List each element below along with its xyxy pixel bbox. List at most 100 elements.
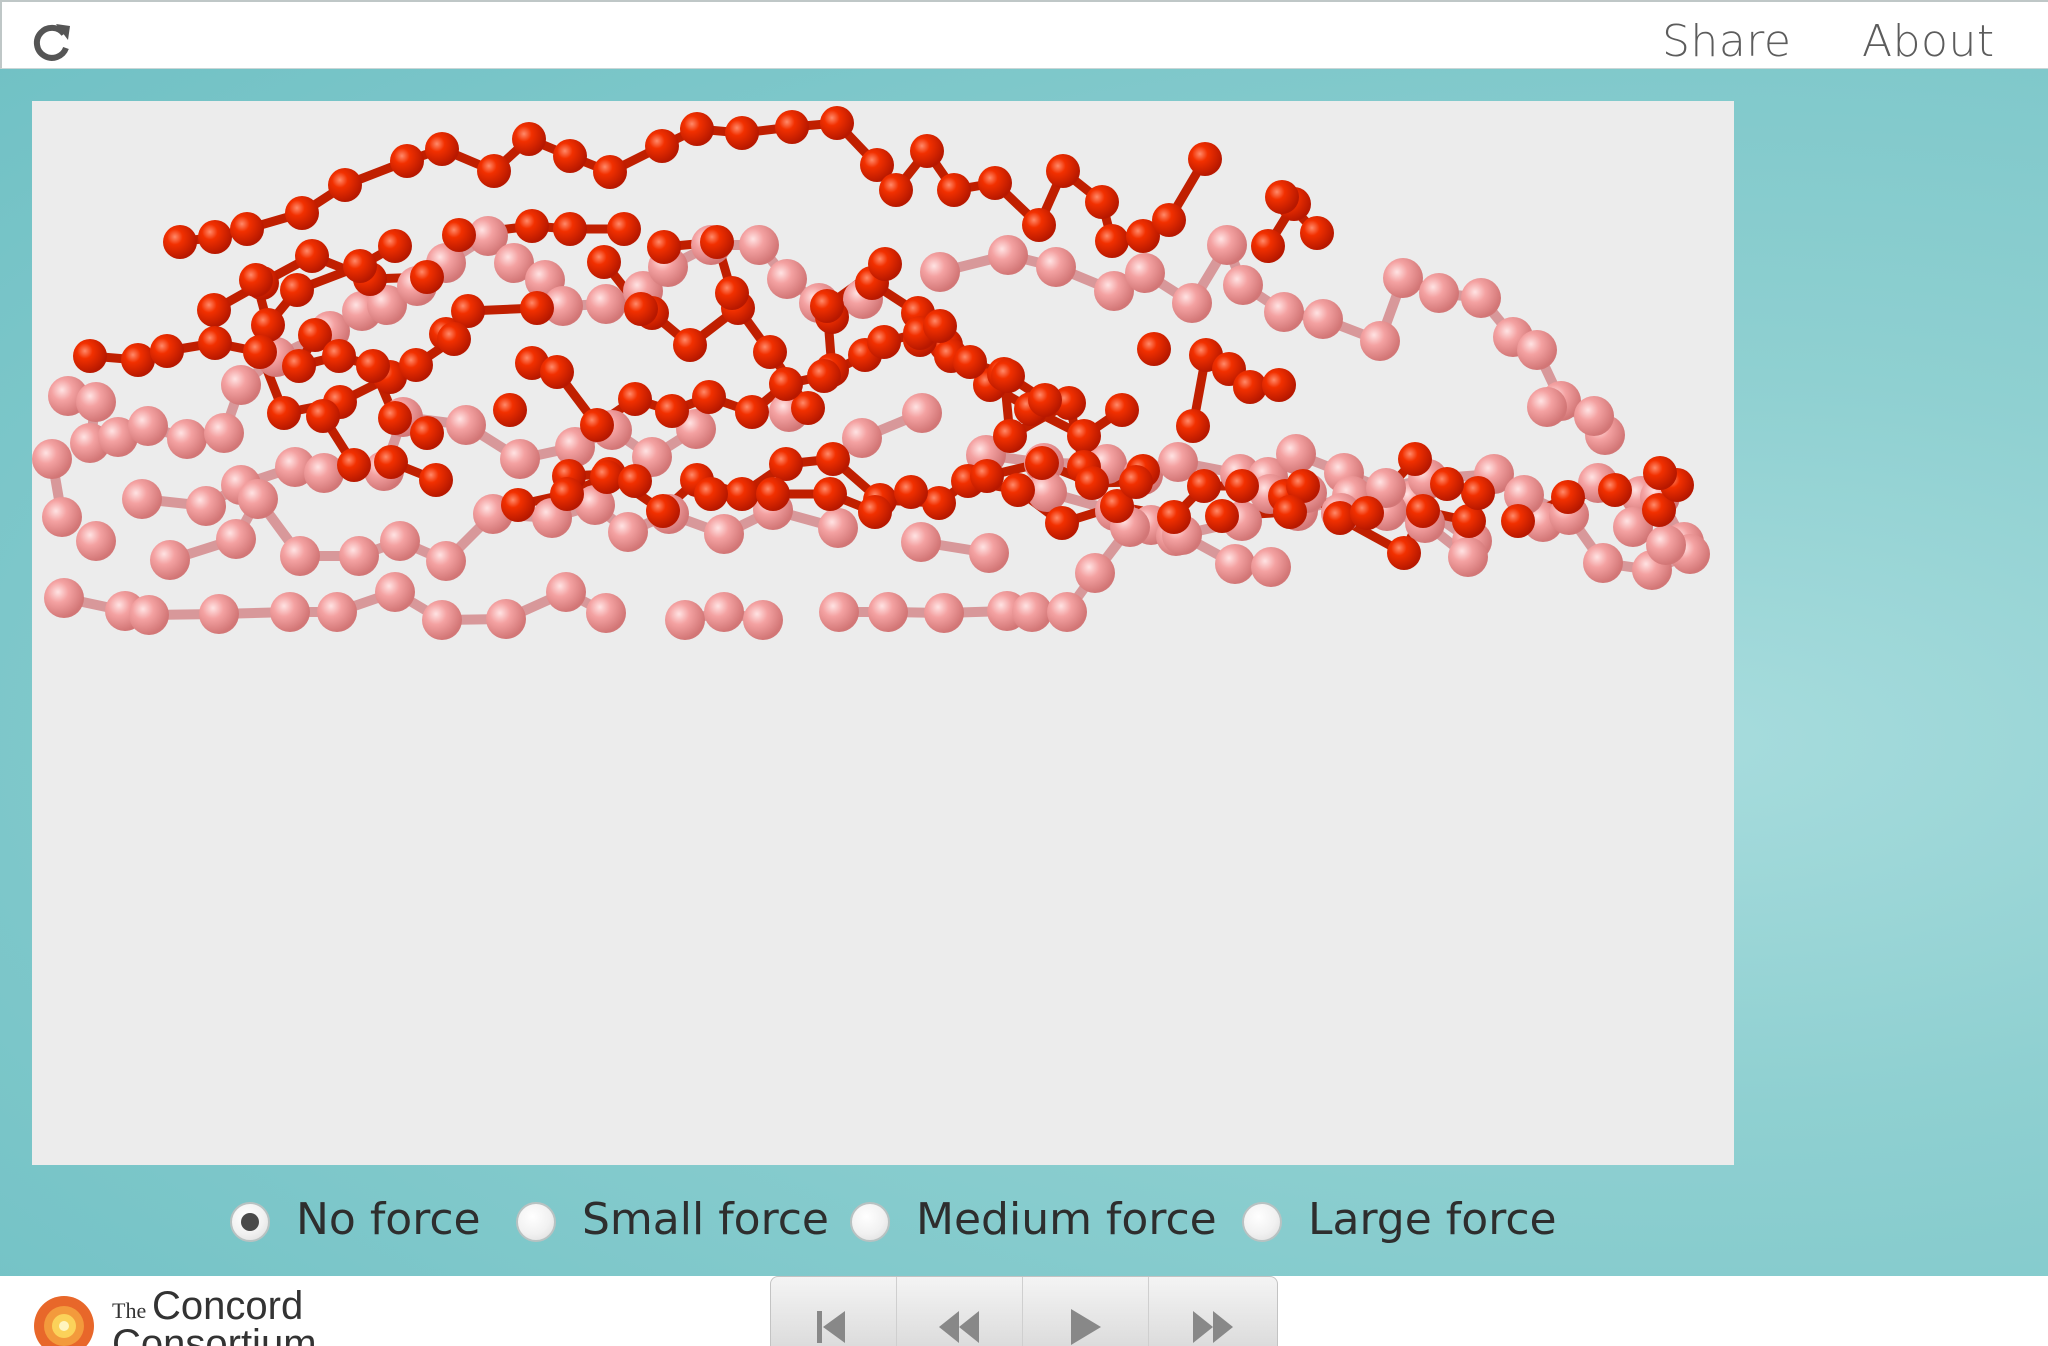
dark-atom[interactable]	[680, 112, 714, 146]
dark-atom[interactable]	[390, 144, 424, 178]
light-atom[interactable]	[546, 572, 586, 612]
dark-atom[interactable]	[1045, 506, 1079, 540]
light-atom[interactable]	[280, 536, 320, 576]
light-atom[interactable]	[317, 592, 357, 632]
dark-atom[interactable]	[410, 416, 444, 450]
light-atom[interactable]	[1047, 592, 1087, 632]
dark-atom[interactable]	[1398, 442, 1432, 476]
share-link[interactable]: Share	[1662, 16, 1792, 67]
radio-no-force[interactable]: No force	[230, 1190, 481, 1260]
dark-atom[interactable]	[655, 394, 689, 428]
light-atom[interactable]	[543, 286, 583, 326]
light-atom[interactable]	[186, 486, 226, 526]
simulation-canvas[interactable]	[32, 101, 1734, 1165]
light-atom[interactable]	[1360, 321, 1400, 361]
light-atom[interactable]	[704, 514, 744, 554]
radio-medium-force[interactable]: Medium force	[850, 1190, 1217, 1260]
dark-atom[interactable]	[624, 292, 658, 326]
light-atom[interactable]	[1527, 387, 1567, 427]
light-atom[interactable]	[494, 243, 534, 283]
light-atom[interactable]	[375, 572, 415, 612]
light-atom[interactable]	[1583, 543, 1623, 583]
dark-atom[interactable]	[328, 168, 362, 202]
dark-atom[interactable]	[198, 220, 232, 254]
dark-atom[interactable]	[477, 154, 511, 188]
radio-large-force[interactable]: Large force	[1242, 1190, 1562, 1260]
dark-atom[interactable]	[322, 339, 356, 373]
dark-atom[interactable]	[512, 122, 546, 156]
light-atom[interactable]	[98, 417, 138, 457]
dark-atom[interactable]	[451, 294, 485, 328]
dark-atom[interactable]	[1273, 495, 1307, 529]
dark-atom[interactable]	[618, 382, 652, 416]
light-atom[interactable]	[426, 541, 466, 581]
dark-atom[interactable]	[378, 229, 412, 263]
dark-atom[interactable]	[378, 401, 412, 435]
light-atom[interactable]	[575, 485, 615, 525]
dark-atom[interactable]	[280, 273, 314, 307]
light-atom[interactable]	[1172, 283, 1212, 323]
dark-atom[interactable]	[356, 349, 390, 383]
play-button[interactable]	[1023, 1277, 1149, 1346]
light-atom[interactable]	[128, 406, 168, 446]
dark-atom[interactable]	[337, 448, 371, 482]
light-atom[interactable]	[868, 592, 908, 632]
light-atom[interactable]	[221, 365, 261, 405]
light-atom[interactable]	[1158, 442, 1198, 482]
dark-atom[interactable]	[1643, 456, 1677, 490]
dark-atom[interactable]	[243, 335, 277, 369]
dark-atom[interactable]	[1085, 185, 1119, 219]
dark-atom[interactable]	[791, 391, 825, 425]
dark-atom[interactable]	[553, 139, 587, 173]
dark-atom[interactable]	[1406, 494, 1440, 528]
dark-atom[interactable]	[937, 173, 971, 207]
light-atom[interactable]	[204, 413, 244, 453]
dark-atom[interactable]	[437, 322, 471, 356]
light-atom[interactable]	[819, 592, 859, 632]
light-atom[interactable]	[468, 216, 508, 256]
dark-atom[interactable]	[1137, 332, 1171, 366]
light-atom[interactable]	[1366, 468, 1406, 508]
light-atom[interactable]	[32, 439, 72, 479]
dark-atom[interactable]	[163, 225, 197, 259]
dark-atom[interactable]	[807, 359, 841, 393]
light-atom[interactable]	[122, 479, 162, 519]
dark-atom[interactable]	[1119, 465, 1153, 499]
dark-atom[interactable]	[1501, 504, 1535, 538]
light-atom[interactable]	[920, 252, 960, 292]
dark-atom[interactable]	[813, 477, 847, 511]
dark-atom[interactable]	[894, 475, 928, 509]
light-atom[interactable]	[304, 453, 344, 493]
light-atom[interactable]	[500, 439, 540, 479]
dark-atom[interactable]	[593, 155, 627, 189]
dark-atom[interactable]	[922, 486, 956, 520]
step-back-button[interactable]	[897, 1277, 1023, 1346]
light-atom[interactable]	[129, 595, 169, 635]
dark-atom[interactable]	[399, 348, 433, 382]
light-atom[interactable]	[1461, 278, 1501, 318]
dark-atom[interactable]	[1187, 469, 1221, 503]
dark-atom[interactable]	[953, 345, 987, 379]
dark-atom[interactable]	[1251, 229, 1285, 263]
dark-atom[interactable]	[810, 289, 844, 323]
dark-atom[interactable]	[282, 349, 316, 383]
dark-atom[interactable]	[251, 308, 285, 342]
light-atom[interactable]	[1613, 507, 1653, 547]
dark-atom[interactable]	[1323, 501, 1357, 535]
dark-atom[interactable]	[775, 110, 809, 144]
about-link[interactable]: About	[1862, 16, 1995, 67]
light-atom[interactable]	[1036, 247, 1076, 287]
dark-atom[interactable]	[735, 395, 769, 429]
light-atom[interactable]	[1574, 396, 1614, 436]
dark-atom[interactable]	[590, 460, 624, 494]
light-atom[interactable]	[1448, 537, 1488, 577]
light-atom[interactable]	[216, 519, 256, 559]
dark-atom[interactable]	[1551, 480, 1585, 514]
light-atom[interactable]	[842, 418, 882, 458]
dark-atom[interactable]	[978, 166, 1012, 200]
light-atom[interactable]	[586, 593, 626, 633]
light-atom[interactable]	[367, 285, 407, 325]
dark-atom[interactable]	[343, 249, 377, 283]
dark-atom[interactable]	[607, 212, 641, 246]
dark-atom[interactable]	[1233, 370, 1267, 404]
